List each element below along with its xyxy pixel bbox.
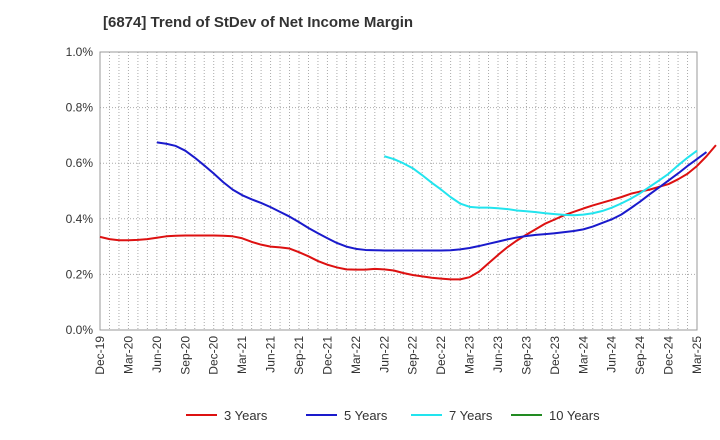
plot-area-border	[99, 51, 698, 331]
x-tick-label: Mar-24	[576, 336, 590, 374]
series-line-3-years	[99, 144, 717, 281]
x-tick-label: Dec-19	[93, 336, 107, 375]
x-axis: Dec-19 Mar-20 Jun-20 Sep-20 Dec-20 Mar-21 Jun-…	[93, 336, 704, 375]
x-tick-label: Mar-21	[235, 336, 249, 374]
y-tick-label: 0.2%	[66, 267, 94, 281]
legend-label-5-years: 5 Years	[344, 408, 388, 423]
grid	[100, 52, 697, 330]
x-tick-label: Sep-21	[292, 336, 306, 375]
y-tick-label: 0.0%	[66, 323, 94, 337]
x-tick-label: Jun-24	[605, 336, 619, 373]
x-tick-label: Dec-24	[662, 336, 676, 375]
x-tick-label: Jun-23	[491, 336, 505, 373]
x-tick-label: Mar-22	[349, 336, 363, 374]
x-tick-label: Jun-22	[377, 336, 391, 373]
x-tick-label: Sep-22	[406, 336, 420, 375]
x-tick-label: Jun-21	[264, 336, 278, 373]
y-tick-label: 1.0%	[66, 45, 94, 59]
series-lines	[99, 141, 717, 281]
x-tick-label: Mar-25	[690, 336, 704, 374]
series-line-7-years	[384, 149, 698, 217]
y-tick-label: 0.6%	[66, 156, 94, 170]
x-tick-label: Dec-23	[548, 336, 562, 375]
x-tick-label: Dec-22	[434, 336, 448, 375]
x-tick-label: Sep-24	[633, 336, 647, 375]
chart-title: [6874] Trend of StDev of Net Income Marg…	[103, 14, 414, 31]
x-tick-label: Sep-23	[519, 336, 533, 375]
y-tick-label: 0.8%	[66, 101, 94, 115]
series-line-5-years	[156, 141, 708, 252]
legend: 3 Years 5 Years 7 Years 10 Years	[186, 408, 600, 423]
x-tick-label: Mar-23	[463, 336, 477, 374]
legend-label-3-years: 3 Years	[224, 408, 268, 423]
x-tick-label: Sep-20	[178, 336, 192, 375]
legend-label-10-years: 10 Years	[549, 408, 600, 423]
y-axis: 0.0% 0.2% 0.4% 0.6% 0.8% 1.0%	[66, 45, 94, 337]
x-tick-label: Dec-21	[320, 336, 334, 375]
x-tick-label: Jun-20	[150, 336, 164, 373]
legend-label-7-years: 7 Years	[449, 408, 493, 423]
x-tick-label: Mar-20	[121, 336, 135, 374]
x-tick-label: Dec-20	[207, 336, 221, 375]
y-tick-label: 0.4%	[66, 212, 94, 226]
